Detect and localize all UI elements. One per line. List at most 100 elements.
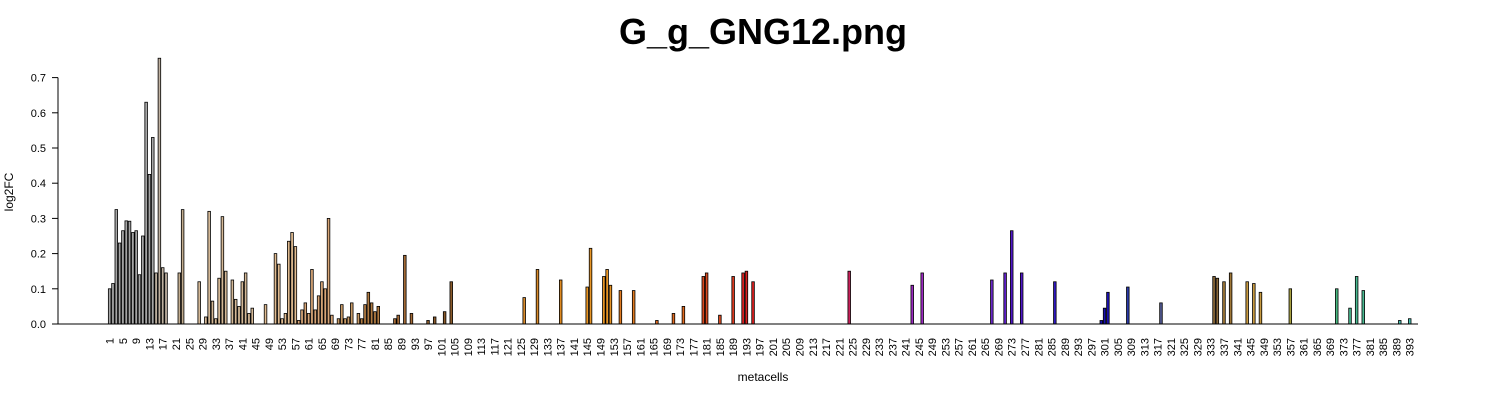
bar-metacell-81: [373, 311, 377, 325]
bar-metacell-71: [340, 304, 344, 325]
x-tick-label: 177: [688, 338, 700, 356]
x-tick-label: 257: [954, 338, 966, 356]
bar-metacell-193: [744, 270, 749, 325]
bar-metacell-335: [1215, 277, 1220, 325]
bar-metacell-302: [1106, 291, 1110, 325]
x-tick-label: 325: [1179, 338, 1191, 356]
x-tick-label: 321: [1166, 338, 1178, 356]
bar-metacell-393: [1408, 318, 1412, 325]
x-tick-label: 281: [1033, 338, 1045, 356]
x-tick-label: 61: [304, 338, 316, 350]
bar-metacell-18: [164, 272, 168, 325]
chart-title: G_g_GNG12.png: [619, 11, 907, 52]
bar-metacell-57: [293, 246, 298, 325]
x-tick-label: 193: [741, 338, 753, 356]
bar-metacell-339: [1228, 272, 1233, 325]
y-tick-label: 0.7: [31, 73, 46, 85]
x-tick-label: 53: [277, 338, 289, 350]
bar-metacell-77: [360, 318, 364, 325]
bar-metacell-267: [990, 279, 994, 325]
x-tick-label: 333: [1206, 338, 1218, 356]
bar-metacell-92: [409, 313, 414, 325]
x-tick-label: 161: [635, 338, 647, 356]
bar-metacell-375: [1348, 307, 1352, 325]
x-tick-label: 185: [715, 338, 727, 356]
bar-metacell-43: [247, 313, 251, 325]
bar-metacell-66: [323, 288, 327, 325]
x-tick-label: 369: [1325, 338, 1337, 356]
bar-metacell-14: [151, 137, 155, 325]
x-tick-label: 301: [1100, 338, 1112, 356]
bar-metacell-243: [910, 284, 914, 325]
bar-metacell-137: [559, 279, 563, 325]
y-tick-label: 0.6: [31, 108, 46, 120]
x-tick-label: 109: [463, 338, 475, 356]
bar-metacell-55: [287, 240, 291, 325]
bar-metacell-68: [330, 314, 334, 325]
bar-metacell-72: [343, 318, 347, 325]
x-tick-label: 277: [1020, 338, 1032, 356]
x-tick-label: 149: [595, 338, 607, 356]
bar-metacell-90: [403, 254, 407, 325]
bar-metacell-1: [107, 288, 112, 325]
x-axis: 1 5 9 13 17 21 25 29 33 37 41 45 49 53 57 61 65 69 73 77 81 8…: [105, 338, 1417, 356]
x-tick-label: 65: [317, 338, 329, 350]
x-tick-label: 313: [1139, 338, 1151, 356]
x-tick-label: 229: [861, 338, 873, 356]
bar-metacell-152: [608, 284, 613, 325]
bar-metacell-224: [847, 270, 851, 325]
x-tick-label: 49: [264, 338, 276, 350]
x-tick-label: 57: [290, 338, 302, 350]
bar-metacell-70: [336, 318, 341, 325]
bar-metacell-126: [522, 297, 526, 325]
bar-metacell-16: [157, 57, 162, 325]
x-tick-label: 181: [702, 338, 714, 356]
x-tick-label: 45: [251, 338, 263, 350]
bar-metacell-318: [1159, 302, 1163, 325]
bar-metacell-192: [741, 272, 745, 325]
x-tick-label: 209: [794, 338, 806, 356]
x-tick-label: 89: [397, 338, 409, 350]
bar-metacell-65: [320, 281, 324, 325]
bar-metacell-63: [313, 309, 317, 325]
y-axis: 0.0 0.1 0.2 0.3 0.4 0.5 0.6 0.7: [31, 73, 59, 331]
x-tick-label: 189: [728, 338, 740, 356]
bar-metacell-171: [671, 313, 676, 325]
bar-metacell-87: [393, 318, 397, 325]
x-tick-label: 101: [436, 338, 448, 356]
x-tick-label: 205: [781, 338, 793, 356]
bar-metacell-271: [1003, 272, 1007, 325]
x-tick-label: 81: [370, 338, 382, 350]
x-tick-label: 137: [556, 338, 568, 356]
bar-metacell-56: [290, 232, 294, 325]
x-tick-label: 373: [1338, 338, 1350, 356]
x-tick-label: 93: [410, 338, 422, 350]
x-tick-label: 73: [343, 338, 355, 350]
x-tick-label: 337: [1219, 338, 1231, 356]
bar-metacell-246: [920, 272, 924, 325]
bar-metacell-150: [602, 276, 606, 325]
bar-metacell-41: [240, 281, 245, 325]
x-tick-label: 17: [158, 338, 170, 350]
x-tick-label: 153: [609, 338, 621, 356]
bar-metacell-346: [1252, 283, 1256, 325]
bar-metacell-40: [237, 305, 241, 325]
x-tick-label: 217: [821, 338, 833, 356]
bar-metacell-379: [1361, 290, 1365, 325]
x-tick-label: 265: [980, 338, 992, 356]
x-tick-label: 77: [357, 338, 369, 350]
x-tick-label: 269: [993, 338, 1005, 356]
bar-metacell-48: [263, 304, 268, 325]
y-tick-label: 0.2: [31, 249, 46, 261]
bar-metacell-51: [273, 253, 278, 325]
x-tick-label: 297: [1086, 338, 1098, 356]
y-tick-label: 0.5: [31, 143, 46, 155]
bars: [107, 57, 1412, 325]
bar-metacell-67: [326, 217, 331, 325]
x-tick-label: 33: [211, 338, 223, 350]
x-tick-label: 221: [834, 338, 846, 356]
bar-metacell-73: [346, 316, 351, 325]
bar-metacell-3: [114, 209, 118, 325]
bar-metacell-195: [751, 281, 755, 325]
x-tick-label: 381: [1365, 338, 1377, 356]
